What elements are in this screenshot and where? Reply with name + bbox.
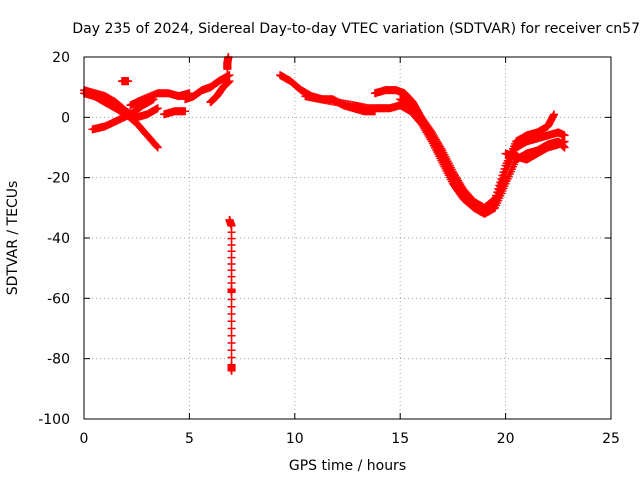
x-axis-label: GPS time / hours [289, 458, 406, 474]
data-point [152, 142, 161, 151]
data-point [227, 295, 236, 304]
data-point [153, 104, 162, 113]
data-point [227, 346, 236, 355]
y-tick-label: -40 [47, 231, 70, 247]
data-point [225, 77, 234, 86]
x-tick-label: 10 [286, 431, 304, 447]
data-point [560, 137, 569, 146]
grid-lines [84, 57, 611, 419]
data-point [227, 317, 236, 326]
x-tick-label: 15 [391, 431, 409, 447]
y-tick-label: -60 [47, 291, 70, 307]
y-axis-label: SDTVAR / TECUs [5, 181, 21, 296]
data-point [124, 77, 133, 86]
plot-frame [83, 56, 612, 420]
y-tick-label: 20 [52, 50, 70, 66]
x-tick-label: 25 [602, 431, 620, 447]
y-tick-label: -100 [38, 412, 70, 428]
data-point [227, 324, 236, 333]
y-tick-label: -80 [47, 352, 70, 368]
data-points [80, 53, 569, 375]
data-point [550, 110, 559, 119]
chart-title: Day 235 of 2024, Sidereal Day-to-day VTE… [72, 21, 640, 37]
data-point [227, 353, 236, 362]
data-point [227, 338, 236, 347]
data-point [181, 107, 190, 116]
x-tick-label: 0 [80, 431, 89, 447]
data-point [227, 288, 236, 297]
x-tick-label: 20 [497, 431, 515, 447]
y-tick-label: -20 [47, 171, 70, 187]
data-point [153, 143, 162, 152]
data-point [227, 302, 236, 311]
data-point [227, 366, 236, 375]
y-tick-label: 0 [61, 110, 70, 126]
data-point [227, 310, 236, 319]
x-tick-label: 5 [185, 431, 194, 447]
data-point [227, 331, 236, 340]
data-point [490, 195, 499, 204]
